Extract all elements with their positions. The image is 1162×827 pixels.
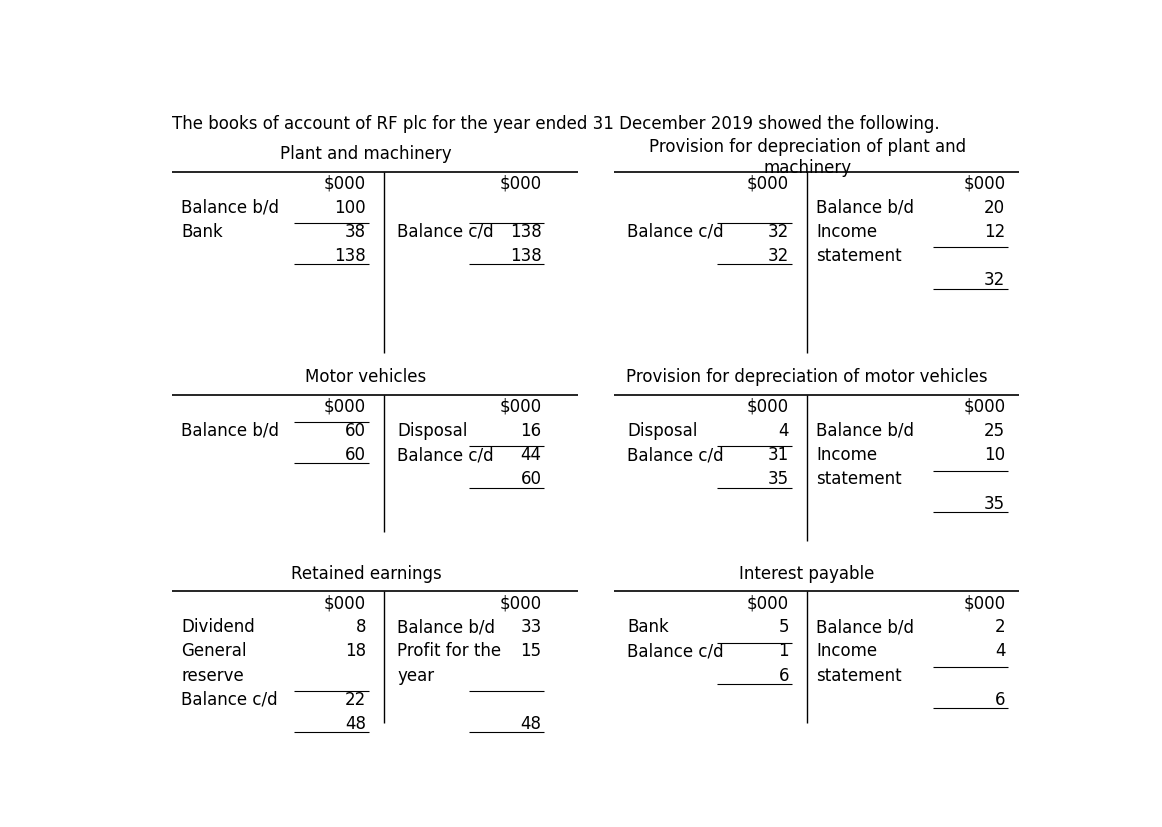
Text: Balance b/d: Balance b/d xyxy=(816,618,914,635)
Text: Balance b/d: Balance b/d xyxy=(816,422,914,439)
Text: $000: $000 xyxy=(500,174,541,193)
Text: 138: 138 xyxy=(510,247,541,265)
Text: Balance c/d: Balance c/d xyxy=(397,222,494,241)
Text: 32: 32 xyxy=(984,271,1005,289)
Text: The books of account of RF plc for the year ended 31 December 2019 showed the fo: The books of account of RF plc for the y… xyxy=(172,114,940,132)
Text: Income: Income xyxy=(816,642,877,660)
Text: Plant and machinery: Plant and machinery xyxy=(280,145,452,162)
Text: 33: 33 xyxy=(521,618,541,635)
Text: $000: $000 xyxy=(747,174,789,193)
Text: 5: 5 xyxy=(779,618,789,635)
Text: $000: $000 xyxy=(324,593,366,611)
Text: $000: $000 xyxy=(500,397,541,415)
Text: Balance c/d: Balance c/d xyxy=(181,690,278,708)
Text: statement: statement xyxy=(816,247,902,265)
Text: Balance b/d: Balance b/d xyxy=(816,198,914,217)
Text: 60: 60 xyxy=(345,446,366,464)
Text: Balance b/d: Balance b/d xyxy=(181,198,279,217)
Text: Balance c/d: Balance c/d xyxy=(397,446,494,464)
Text: 44: 44 xyxy=(521,446,541,464)
Text: $000: $000 xyxy=(747,397,789,415)
Text: 48: 48 xyxy=(521,715,541,732)
Text: 100: 100 xyxy=(335,198,366,217)
Text: Profit for the: Profit for the xyxy=(397,642,502,660)
Text: 8: 8 xyxy=(356,618,366,635)
Text: year: year xyxy=(397,666,435,684)
Text: machinery: machinery xyxy=(763,159,852,177)
Text: Balance c/d: Balance c/d xyxy=(627,222,724,241)
Text: 60: 60 xyxy=(345,422,366,439)
Text: General: General xyxy=(181,642,246,660)
Text: 6: 6 xyxy=(779,666,789,684)
Text: 10: 10 xyxy=(984,446,1005,464)
Text: 38: 38 xyxy=(345,222,366,241)
Text: 138: 138 xyxy=(335,247,366,265)
Text: Income: Income xyxy=(816,222,877,241)
Text: 22: 22 xyxy=(345,690,366,708)
Text: Balance c/d: Balance c/d xyxy=(627,642,724,660)
Text: 12: 12 xyxy=(984,222,1005,241)
Text: $000: $000 xyxy=(500,593,541,611)
Text: 20: 20 xyxy=(984,198,1005,217)
Text: Balance b/d: Balance b/d xyxy=(181,422,279,439)
Text: $000: $000 xyxy=(324,397,366,415)
Text: 32: 32 xyxy=(768,222,789,241)
Text: 15: 15 xyxy=(521,642,541,660)
Text: 31: 31 xyxy=(768,446,789,464)
Text: 60: 60 xyxy=(521,470,541,488)
Text: Interest payable: Interest payable xyxy=(739,565,875,583)
Text: Balance b/d: Balance b/d xyxy=(397,618,495,635)
Text: 35: 35 xyxy=(984,494,1005,512)
Text: Disposal: Disposal xyxy=(397,422,468,439)
Text: 138: 138 xyxy=(510,222,541,241)
Text: 4: 4 xyxy=(779,422,789,439)
Text: 6: 6 xyxy=(995,690,1005,708)
Text: 16: 16 xyxy=(521,422,541,439)
Text: 32: 32 xyxy=(768,247,789,265)
Text: $000: $000 xyxy=(324,174,366,193)
Text: reserve: reserve xyxy=(181,666,244,684)
Text: 35: 35 xyxy=(768,470,789,488)
Text: 25: 25 xyxy=(984,422,1005,439)
Text: Bank: Bank xyxy=(181,222,223,241)
Text: Provision for depreciation of motor vehicles: Provision for depreciation of motor vehi… xyxy=(626,367,988,385)
Text: statement: statement xyxy=(816,666,902,684)
Text: Motor vehicles: Motor vehicles xyxy=(306,367,426,385)
Text: 48: 48 xyxy=(345,715,366,732)
Text: $000: $000 xyxy=(963,174,1005,193)
Text: 4: 4 xyxy=(995,642,1005,660)
Text: statement: statement xyxy=(816,470,902,488)
Text: Balance c/d: Balance c/d xyxy=(627,446,724,464)
Text: 2: 2 xyxy=(995,618,1005,635)
Text: Provision for depreciation of plant and: Provision for depreciation of plant and xyxy=(648,138,966,156)
Text: Disposal: Disposal xyxy=(627,422,697,439)
Text: Dividend: Dividend xyxy=(181,618,254,635)
Text: 1: 1 xyxy=(779,642,789,660)
Text: Bank: Bank xyxy=(627,618,669,635)
Text: 18: 18 xyxy=(345,642,366,660)
Text: $000: $000 xyxy=(963,593,1005,611)
Text: Income: Income xyxy=(816,446,877,464)
Text: $000: $000 xyxy=(747,593,789,611)
Text: $000: $000 xyxy=(963,397,1005,415)
Text: Retained earnings: Retained earnings xyxy=(290,565,442,583)
